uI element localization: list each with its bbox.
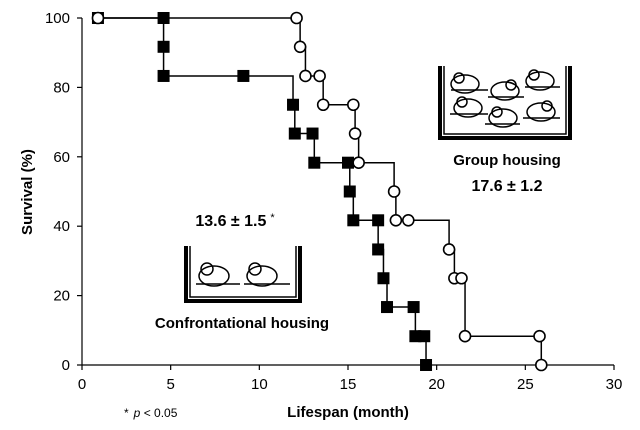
y-tick-label: 20 xyxy=(53,288,70,305)
y-tick-label: 100 xyxy=(45,10,70,27)
x-ticks: 0 5 10 15 20 25 30 xyxy=(78,365,623,393)
confrontational-survival-line xyxy=(97,17,427,365)
group-data-point xyxy=(91,11,105,25)
confrontational-data-point xyxy=(372,243,385,256)
plot-area xyxy=(91,11,548,372)
mouse-icon xyxy=(450,69,560,128)
group-data-point xyxy=(293,40,307,54)
x-tick-label: 20 xyxy=(428,376,445,393)
confrontational-data-point xyxy=(308,156,321,169)
group-housing-cage-icon xyxy=(438,66,572,140)
confrontational-housing-mean: 13.6 ± 1.5 * xyxy=(195,212,275,230)
mouse-icon xyxy=(196,262,290,287)
group-data-point xyxy=(347,98,360,112)
y-axis-title: Survival (%) xyxy=(19,149,36,235)
group-data-point xyxy=(299,69,312,83)
confrontational-data-point xyxy=(342,156,354,169)
confrontational-data-point xyxy=(381,301,394,314)
confrontational-data-point xyxy=(343,185,356,198)
group-data-point xyxy=(401,214,415,227)
x-tick-label: 25 xyxy=(517,376,534,393)
confrontational-data-point xyxy=(157,69,170,82)
y-ticks: 0 20 40 60 80 100 xyxy=(45,10,82,374)
x-tick-label: 0 xyxy=(78,376,86,393)
group-data-point xyxy=(534,358,548,372)
confrontational-data-point xyxy=(407,301,420,314)
group-data-point xyxy=(352,156,365,169)
group-data-point xyxy=(316,98,330,112)
confrontational-data-point xyxy=(306,127,319,140)
x-tick-label: 30 xyxy=(606,376,623,393)
group-data-point xyxy=(442,243,456,256)
confrontational-housing-cage-icon xyxy=(184,246,302,303)
group-data-point xyxy=(389,214,403,227)
group-data-point xyxy=(348,127,362,140)
confrontational-data-point xyxy=(372,214,385,227)
x-tick-label: 5 xyxy=(166,376,174,393)
x-tick-label: 15 xyxy=(340,376,357,393)
group-housing-mean: 17.6 ± 1.2 xyxy=(471,178,542,195)
group-data-point xyxy=(387,185,401,198)
confrontational-data-point xyxy=(347,214,360,227)
confrontational-data-point xyxy=(157,40,170,53)
y-tick-label: 80 xyxy=(53,79,70,96)
group-data-point xyxy=(458,329,472,343)
y-tick-label: 40 xyxy=(53,218,70,235)
confrontational-data-point xyxy=(418,330,431,343)
y-tick-label: 0 xyxy=(62,357,70,374)
confrontational-housing-label: Confrontational housing xyxy=(155,315,329,332)
confrontational-data-point xyxy=(237,69,250,82)
group-housing-label: Group housing xyxy=(453,152,560,169)
confrontational-data-point xyxy=(377,272,390,285)
y-tick-label: 60 xyxy=(53,149,70,166)
significance-footnote: * p < 0.05 xyxy=(124,406,178,420)
group-data-point xyxy=(313,69,326,83)
x-axis-title: Lifespan (month) xyxy=(287,404,409,421)
group-data-point xyxy=(290,11,303,25)
x-tick-label: 10 xyxy=(251,376,268,393)
confrontational-data-point xyxy=(420,359,433,371)
group-data-point xyxy=(533,329,546,343)
group-data-point xyxy=(455,271,468,285)
confrontational-data-point xyxy=(288,127,301,140)
confrontational-data-point xyxy=(287,98,300,111)
